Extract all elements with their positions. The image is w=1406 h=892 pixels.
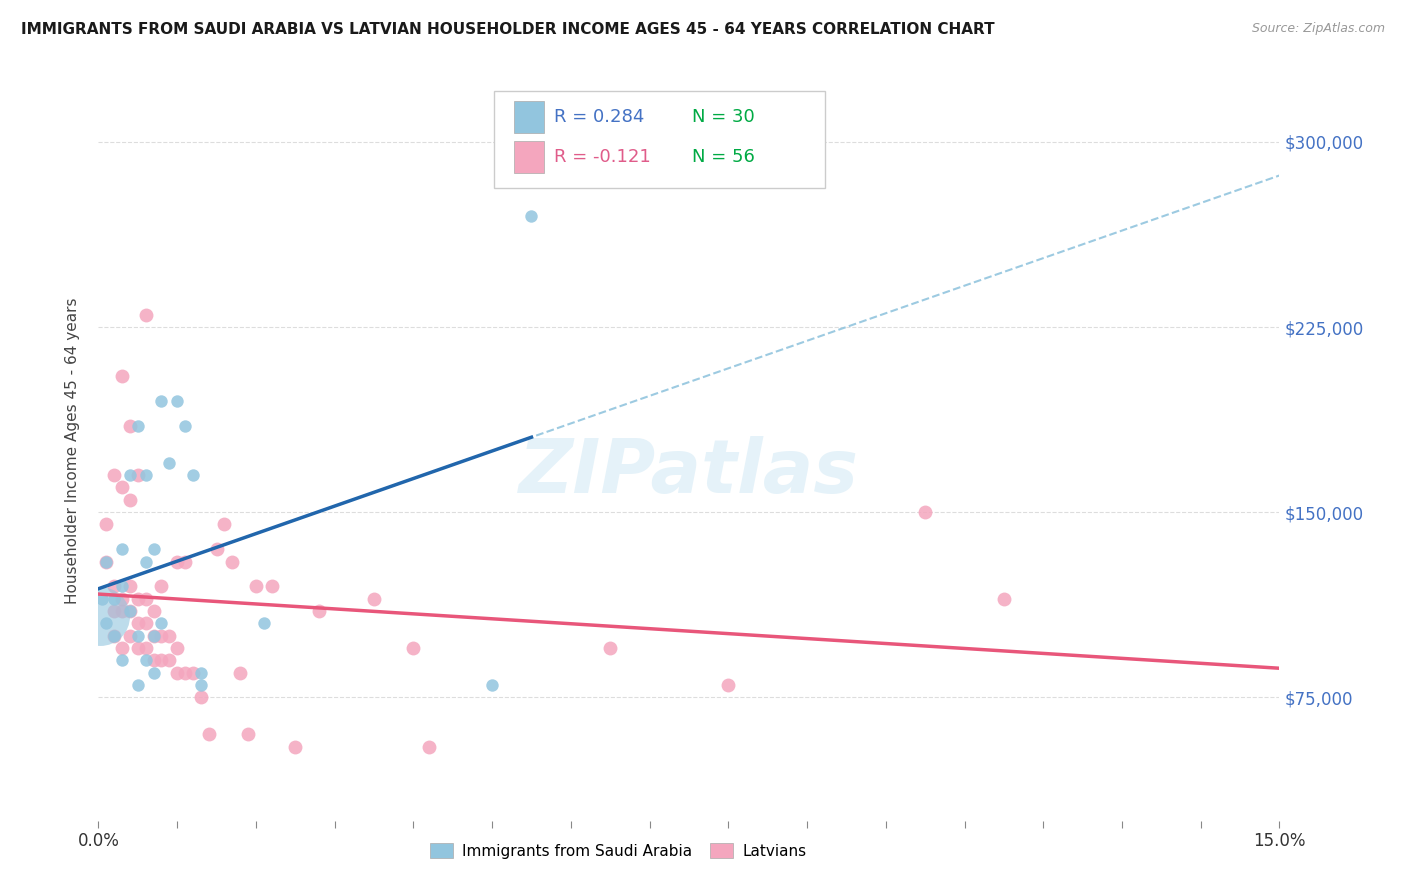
Text: ZIPatlas: ZIPatlas (519, 436, 859, 509)
Point (166, 665, 188, 680)
Point (142, 604, 165, 618)
Text: R = 0.284: R = 0.284 (554, 108, 645, 127)
Point (174, 554, 197, 569)
Point (135, 468, 157, 483)
Point (135, 591, 157, 606)
Point (190, 665, 212, 680)
FancyBboxPatch shape (515, 142, 544, 173)
Point (190, 690, 212, 705)
Point (135, 640, 157, 655)
FancyBboxPatch shape (494, 91, 825, 187)
Point (127, 628, 149, 642)
FancyBboxPatch shape (515, 102, 544, 133)
Point (96, 554, 118, 569)
Point (914, 505, 936, 519)
Point (111, 604, 134, 618)
Point (284, 739, 307, 754)
Point (599, 640, 621, 655)
Point (127, 591, 149, 606)
Point (118, 628, 141, 642)
Point (418, 739, 440, 754)
Point (150, 653, 173, 667)
Point (127, 616, 149, 631)
Point (111, 640, 134, 655)
Point (253, 616, 276, 631)
Point (103, 628, 125, 642)
Point (150, 628, 173, 642)
Y-axis label: Householder Income Ages 45 - 64 years: Householder Income Ages 45 - 64 years (65, 297, 80, 604)
Point (103, 579, 125, 593)
Point (236, 727, 259, 741)
Point (142, 628, 165, 642)
Point (190, 678, 212, 692)
Point (135, 308, 157, 322)
Point (96, 554, 118, 569)
Point (127, 418, 149, 433)
Text: IMMIGRANTS FROM SAUDI ARABIA VS LATVIAN HOUSEHOLDER INCOME AGES 45 - 64 YEARS CO: IMMIGRANTS FROM SAUDI ARABIA VS LATVIAN … (21, 22, 994, 37)
Text: R = -0.121: R = -0.121 (554, 148, 651, 166)
Point (157, 628, 180, 642)
Point (150, 579, 173, 593)
Point (111, 480, 134, 494)
Point (221, 554, 243, 569)
Point (142, 628, 165, 642)
Point (127, 468, 149, 483)
Point (118, 604, 141, 618)
Point (245, 579, 267, 593)
Point (89, 608, 111, 623)
Point (150, 616, 173, 631)
Point (142, 542, 165, 557)
Point (111, 542, 134, 557)
Point (118, 604, 141, 618)
Point (118, 468, 141, 483)
Point (181, 468, 204, 483)
Point (127, 678, 149, 692)
Point (402, 640, 425, 655)
Point (205, 542, 228, 557)
Point (197, 727, 219, 741)
Point (103, 628, 125, 642)
Point (142, 653, 165, 667)
Point (118, 492, 141, 507)
Point (166, 640, 188, 655)
Point (166, 554, 188, 569)
Point (103, 604, 125, 618)
Point (127, 640, 149, 655)
Point (111, 579, 134, 593)
Point (993, 591, 1015, 606)
Point (118, 418, 141, 433)
Point (717, 678, 740, 692)
Point (174, 665, 197, 680)
Point (166, 394, 188, 409)
Point (103, 468, 125, 483)
Point (308, 604, 330, 618)
Point (520, 209, 543, 223)
Text: N = 56: N = 56 (693, 148, 755, 166)
Point (111, 369, 134, 384)
Text: N = 30: N = 30 (693, 108, 755, 127)
Point (174, 418, 197, 433)
Point (481, 678, 503, 692)
Point (363, 591, 385, 606)
Legend: Immigrants from Saudi Arabia, Latvians: Immigrants from Saudi Arabia, Latvians (423, 837, 813, 865)
Point (118, 579, 141, 593)
Point (96, 517, 118, 532)
Point (181, 665, 204, 680)
Point (157, 456, 180, 470)
Text: Source: ZipAtlas.com: Source: ZipAtlas.com (1251, 22, 1385, 36)
Point (150, 394, 173, 409)
Point (229, 665, 252, 680)
Point (135, 653, 157, 667)
Point (91, 591, 114, 606)
Point (111, 653, 134, 667)
Point (157, 653, 180, 667)
Point (260, 579, 283, 593)
Point (135, 616, 157, 631)
Point (96, 616, 118, 631)
Point (142, 665, 165, 680)
Point (103, 591, 125, 606)
Point (214, 517, 236, 532)
Point (111, 591, 134, 606)
Point (135, 554, 157, 569)
